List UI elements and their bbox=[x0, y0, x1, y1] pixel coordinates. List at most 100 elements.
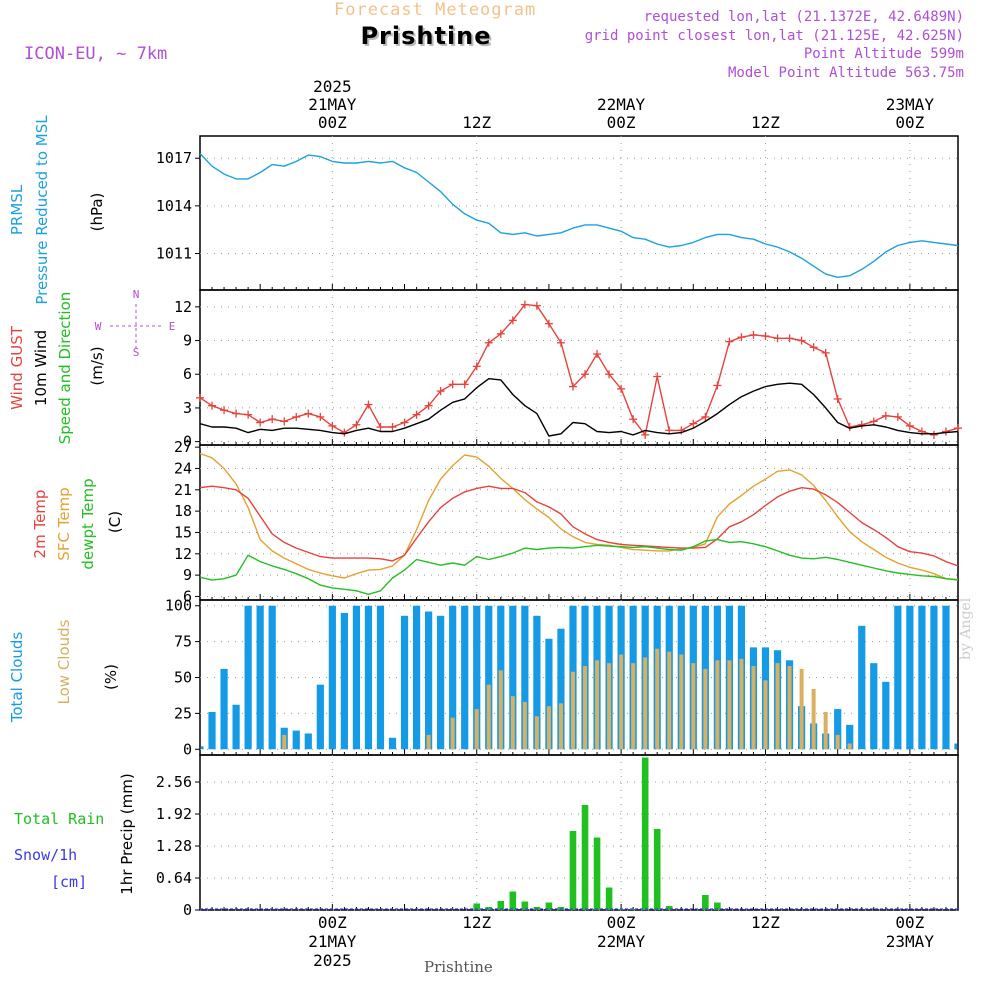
gust-marker bbox=[208, 401, 217, 410]
clouds-unit: (%) bbox=[102, 664, 120, 690]
time-label-top: 2025 bbox=[313, 77, 352, 96]
gust-label: Wind GUST bbox=[8, 325, 26, 410]
low-cloud-bar bbox=[667, 651, 672, 750]
low-cloud-bar bbox=[811, 688, 816, 750]
gust-marker bbox=[256, 418, 265, 427]
total-rain-label: Total Rain bbox=[14, 810, 104, 828]
total-cloud-bar bbox=[882, 681, 890, 750]
rain-bar bbox=[593, 837, 601, 910]
dewpt-label: dewpt Temp bbox=[79, 478, 97, 569]
low-cloud-bar bbox=[558, 703, 563, 750]
wind-label: 10m Wind bbox=[32, 330, 50, 406]
gust-marker bbox=[893, 412, 902, 421]
total-cloud-bar bbox=[437, 615, 445, 750]
point-altitude: Point Altitude 599m bbox=[803, 46, 964, 62]
low-cloud-bar bbox=[534, 716, 539, 750]
y-tick-label: 3 bbox=[183, 399, 192, 417]
gust-marker bbox=[472, 362, 481, 371]
total-cloud-bar bbox=[208, 711, 216, 750]
gust-marker bbox=[280, 417, 289, 426]
rain-bar bbox=[702, 895, 709, 910]
total-cloud-bar bbox=[557, 628, 565, 750]
rain-bar bbox=[665, 906, 673, 910]
total-cloud-bar bbox=[533, 615, 541, 750]
requested-coordinates: requested lon,lat (21.1372E, 42.6489N) bbox=[643, 9, 964, 25]
y-tick-label: 9 bbox=[183, 332, 192, 350]
total-cloud-bar bbox=[449, 605, 457, 750]
gust-marker bbox=[328, 421, 337, 430]
compass-east: E bbox=[169, 320, 176, 333]
y-tick-label: 6 bbox=[183, 365, 192, 383]
y-tick-label: 27 bbox=[174, 438, 192, 456]
model-point-altitude: Model Point Altitude 563.75m bbox=[727, 65, 964, 81]
panel-temperature bbox=[195, 444, 959, 601]
gust-marker bbox=[556, 338, 565, 347]
gust-marker bbox=[244, 410, 253, 419]
y-tick-label: 100 bbox=[165, 597, 192, 615]
gust-marker bbox=[941, 427, 950, 436]
low-cloud-bar bbox=[486, 684, 491, 750]
gust-marker bbox=[653, 372, 662, 381]
total-cloud-bar bbox=[894, 605, 902, 750]
y-tick-label: 0 bbox=[183, 740, 192, 758]
y-tick-label: 1014 bbox=[156, 197, 192, 215]
temp-2m-label: 2m Temp bbox=[31, 490, 49, 559]
y-tick-label: 25 bbox=[174, 704, 192, 722]
low-cloud-bar bbox=[775, 663, 780, 750]
rain-bar bbox=[641, 757, 649, 910]
total-cloud-bar bbox=[292, 730, 300, 750]
compass-north: N bbox=[133, 288, 140, 301]
gust-marker bbox=[749, 330, 758, 339]
total-cloud-bar bbox=[376, 605, 385, 750]
time-label-bottom: 2025 bbox=[313, 951, 352, 970]
pressure-label-short: PRMSL bbox=[8, 184, 26, 235]
total-cloud-bar bbox=[220, 668, 228, 750]
total-clouds-label: Total Clouds bbox=[8, 632, 26, 724]
total-cloud-bar bbox=[244, 605, 252, 750]
gust-marker bbox=[809, 343, 818, 352]
total-cloud-bar bbox=[834, 709, 842, 750]
gust-marker bbox=[568, 382, 577, 391]
gust-marker bbox=[388, 423, 397, 432]
rain-bar bbox=[485, 907, 493, 910]
rain-bar bbox=[521, 901, 529, 910]
low-cloud-bar bbox=[570, 671, 575, 750]
temp-unit: (C) bbox=[106, 511, 124, 533]
credit-watermark: by Angel bbox=[958, 597, 974, 660]
gust-marker bbox=[484, 338, 493, 347]
low-cloud-bar bbox=[282, 734, 287, 750]
total-cloud-bar bbox=[509, 605, 517, 750]
total-cloud-bar bbox=[906, 605, 914, 750]
gust-marker bbox=[797, 336, 806, 345]
low-cloud-bar bbox=[739, 658, 744, 750]
gust-marker bbox=[544, 319, 553, 328]
gust-marker bbox=[701, 412, 710, 421]
total-cloud-bar bbox=[268, 605, 276, 750]
snow-label: Snow/1h bbox=[14, 846, 77, 864]
low-cloud-bar bbox=[595, 660, 600, 750]
total-cloud-bar bbox=[316, 684, 324, 750]
gust-marker bbox=[436, 387, 445, 396]
y-tick-label: 24 bbox=[174, 459, 192, 477]
rain-bar bbox=[497, 901, 505, 910]
y-tick-label: 2.56 bbox=[156, 773, 192, 791]
y-tick-label: 0 bbox=[183, 901, 192, 919]
gust-marker bbox=[496, 329, 505, 338]
snow-unit-label: [cm] bbox=[51, 873, 87, 891]
total-cloud-bar bbox=[412, 605, 421, 750]
gust-marker bbox=[352, 420, 361, 429]
low-cloud-bar bbox=[583, 666, 588, 750]
gust-marker bbox=[593, 350, 602, 359]
time-label-bottom: 00Z bbox=[895, 913, 924, 932]
time-label-top: 00Z bbox=[895, 113, 924, 132]
y-tick-label: 6 bbox=[183, 587, 192, 605]
total-cloud-bar bbox=[473, 605, 481, 750]
gust-marker bbox=[316, 412, 325, 421]
compass-west: W bbox=[95, 320, 102, 333]
total-cloud-bar bbox=[485, 605, 493, 750]
low-cloud-bar bbox=[643, 657, 648, 750]
chart-subtitle: Forecast Meteogram bbox=[334, 0, 537, 20]
y-tick-label: 50 bbox=[174, 669, 192, 687]
low-cloud-bar bbox=[607, 663, 612, 750]
panel-wind bbox=[195, 289, 959, 446]
